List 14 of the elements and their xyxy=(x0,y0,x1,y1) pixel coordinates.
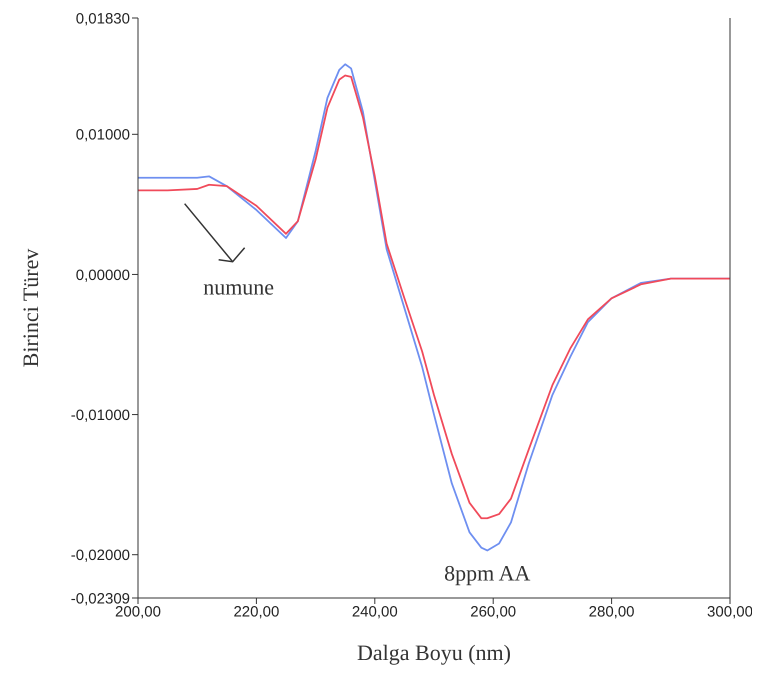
x-tick-label: 260,00 xyxy=(470,604,516,621)
y-tick-label: 0,01830 xyxy=(76,10,130,28)
y-axis-title: Birinci Türev xyxy=(18,248,43,368)
x-tick-label: 220,00 xyxy=(233,604,280,621)
x-axis-title: Dalga Boyu (nm) xyxy=(357,640,511,665)
y-tick-label: -0,01000 xyxy=(70,406,130,424)
x-tick-label: 280,00 xyxy=(588,604,635,621)
annotation: 8ppm AA xyxy=(444,560,530,586)
y-tick-label: -0,02000 xyxy=(70,547,130,564)
x-tick-label: 300,00 xyxy=(707,604,753,621)
y-tick-label: 0,00000 xyxy=(76,266,130,284)
y-tick-label: 0,01000 xyxy=(76,126,130,144)
x-tick-label: 240,00 xyxy=(352,604,398,621)
annotation: numune xyxy=(203,274,274,300)
